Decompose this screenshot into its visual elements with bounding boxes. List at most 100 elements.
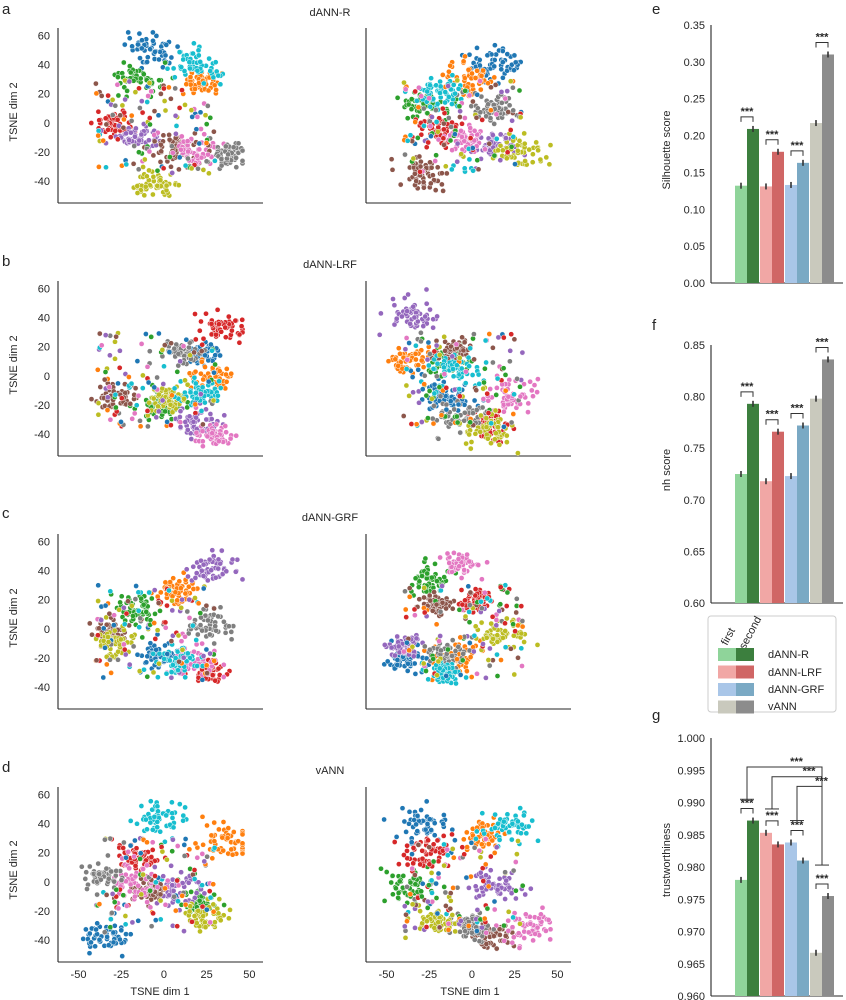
tsne-point <box>521 140 528 147</box>
tsne-point <box>134 190 141 196</box>
tsne-point <box>160 132 167 139</box>
tsne-point <box>164 65 171 72</box>
tsne-point <box>164 856 170 863</box>
tsne-point <box>433 107 439 113</box>
tsne-point <box>525 409 531 415</box>
y-tick-label: -40 <box>34 176 50 188</box>
x-tick-label: -50 <box>379 969 395 981</box>
tsne-point <box>488 84 494 91</box>
tsne-point <box>103 661 110 668</box>
tsne-point <box>408 421 415 427</box>
tsne-point <box>126 35 133 42</box>
tsne-point <box>209 547 216 554</box>
tsne-point <box>392 652 398 659</box>
tsne-point <box>527 378 533 385</box>
tsne-point <box>507 358 513 365</box>
tsne-point <box>384 658 391 665</box>
tsne-point <box>203 310 209 317</box>
tsne-point <box>457 672 464 678</box>
tsne-point <box>472 430 479 437</box>
tsne-point <box>111 878 118 885</box>
tsne-point <box>439 105 446 112</box>
tsne-point <box>207 919 214 926</box>
tsne-point <box>211 128 217 135</box>
tsne-point <box>151 620 158 626</box>
tsne-point <box>457 634 464 641</box>
tsne-point <box>487 867 494 874</box>
tsne-point <box>487 386 494 392</box>
tsne-point <box>497 157 504 164</box>
tsne-ylabel-d: TSNE dim 2 <box>8 840 20 899</box>
tsne-point <box>428 827 435 833</box>
tsne-point <box>534 389 540 395</box>
tsne-point <box>479 576 485 583</box>
tsne-point <box>405 291 411 298</box>
tsne-point <box>207 411 214 417</box>
tsne-point <box>147 46 153 53</box>
panel-letter-f: f <box>652 317 657 334</box>
tsne-point <box>402 606 409 613</box>
tsne-point <box>410 155 417 162</box>
tsne-point <box>491 152 498 159</box>
tsne-point <box>458 575 465 581</box>
tsne-point <box>415 366 422 373</box>
tsne-point <box>161 363 167 370</box>
tsne-point <box>130 613 136 619</box>
tsne-point <box>443 605 449 612</box>
tsne-point <box>236 331 243 338</box>
tsne-point <box>503 155 510 162</box>
tsne-point <box>180 343 187 349</box>
tsne-point <box>488 440 494 447</box>
x-tick-label: -50 <box>71 969 87 981</box>
tsne-point <box>190 586 197 592</box>
tsne-point <box>543 154 550 161</box>
tsne-point <box>163 812 170 819</box>
tsne-point <box>513 595 520 602</box>
tsne-point <box>146 167 152 174</box>
tsne-point <box>471 356 477 363</box>
tsne-point <box>96 164 102 170</box>
tsne-point <box>205 87 212 94</box>
tsne-point <box>215 565 222 572</box>
tsne-point <box>200 585 207 592</box>
tsne-point <box>474 157 481 164</box>
tsne-point <box>486 331 493 337</box>
tsne-point <box>378 865 384 872</box>
tsne-point <box>427 306 433 313</box>
tsne-point <box>477 78 483 84</box>
tsne-point <box>232 317 239 324</box>
tsne-point <box>478 412 484 419</box>
tsne-point <box>498 66 505 73</box>
tsne-point <box>111 622 117 628</box>
tsne-point <box>201 131 208 138</box>
tsne-point <box>164 877 171 884</box>
tsne-point <box>123 903 130 909</box>
tsne-point <box>409 374 416 380</box>
tsne-point <box>120 845 127 851</box>
tsne-point <box>117 599 123 606</box>
tsne-point <box>449 147 455 153</box>
tsne-point <box>146 115 153 121</box>
tsne-point <box>403 614 410 620</box>
tsne-point <box>200 80 207 87</box>
tsne-point <box>107 134 114 141</box>
tsne-point <box>423 798 430 805</box>
tsne-point <box>122 651 129 658</box>
tsne-point <box>94 931 100 937</box>
tsne-point <box>203 416 210 423</box>
tsne-point <box>381 816 387 823</box>
tsne-point <box>200 841 206 848</box>
tsne-point <box>402 588 408 595</box>
tsne-point <box>161 98 168 104</box>
y-tick-label: 40 <box>38 59 50 71</box>
tsne-point <box>154 803 161 810</box>
tsne-point <box>433 342 440 349</box>
tsne-point <box>203 602 210 609</box>
tsne-point <box>192 575 199 581</box>
tsne-point <box>225 825 232 831</box>
tsne-point <box>171 893 177 900</box>
tsne-point <box>441 884 448 890</box>
tsne-point <box>151 132 158 138</box>
tsne-point <box>178 133 185 140</box>
tsne-point <box>420 323 427 329</box>
